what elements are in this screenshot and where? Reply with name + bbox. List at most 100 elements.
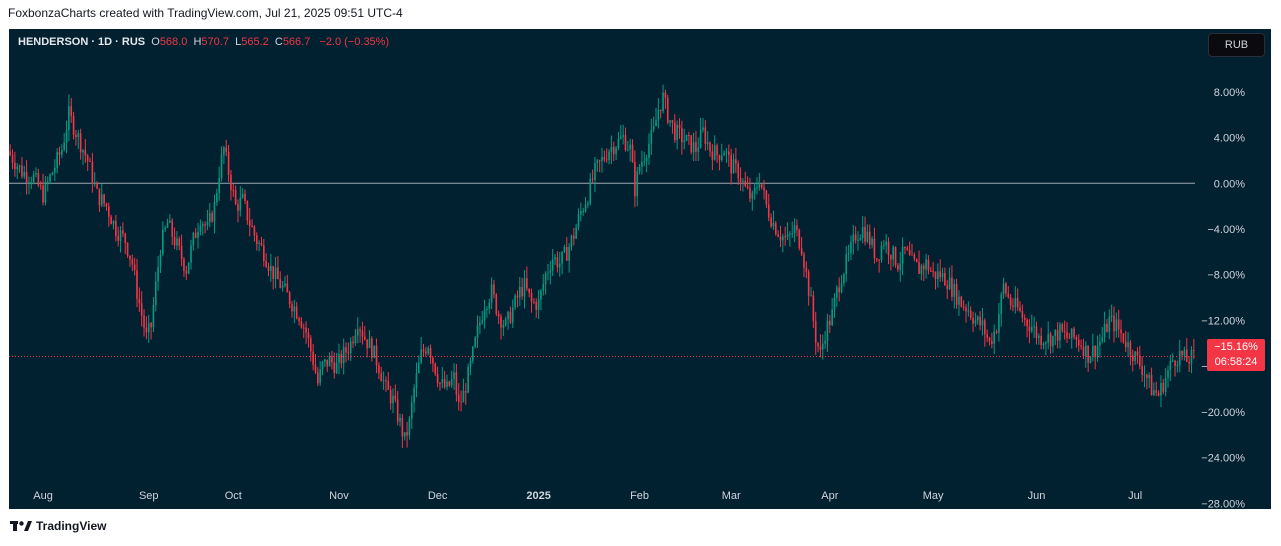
candle-body (340, 353, 343, 364)
price-chart[interactable]: 12.00%8.00%4.00%0.00%−4.00%−8.00%−12.00%… (9, 29, 1271, 509)
candle (70, 98, 73, 123)
candle (655, 107, 657, 127)
candle (1101, 326, 1104, 344)
candle-body (427, 347, 430, 354)
candle (368, 330, 371, 349)
candle-body (39, 185, 42, 187)
candle-body (1120, 329, 1122, 334)
candle (68, 94, 70, 142)
candle-body (962, 306, 965, 308)
candle-body (21, 165, 23, 177)
candle-body (230, 174, 232, 191)
candle-body (462, 390, 465, 403)
candle (676, 120, 678, 150)
candle-body (563, 246, 566, 252)
candle (840, 275, 843, 294)
candle (725, 148, 728, 163)
chart-frame[interactable]: 12.00%8.00%4.00%0.00%−4.00%−8.00%−12.00%… (9, 29, 1271, 509)
candle-body (854, 234, 857, 241)
candle (91, 152, 94, 193)
candle-body (382, 380, 385, 382)
candle (622, 124, 624, 145)
candle (650, 118, 653, 155)
candle-body (305, 327, 307, 333)
x-tick-label: Mar (722, 490, 741, 502)
candle-body (481, 320, 484, 323)
candle-body (122, 230, 124, 234)
candle-body (448, 381, 451, 386)
candle (1054, 329, 1057, 346)
y-tick-label: −24.00% (1201, 453, 1245, 465)
legend-symbol[interactable]: HENDERSON · 1D · RUS (18, 36, 146, 48)
candle (469, 357, 472, 376)
candle-body (1092, 345, 1094, 358)
candle-body (641, 161, 643, 167)
candle (314, 354, 317, 374)
candle (572, 227, 575, 246)
candle-body (953, 284, 956, 297)
candle (897, 262, 899, 273)
candle-body (760, 184, 763, 188)
candle-body (1028, 326, 1031, 332)
candle-body (474, 337, 477, 348)
candle-body (378, 365, 380, 374)
candle (1094, 345, 1097, 370)
candle (692, 132, 695, 162)
candle-body (866, 231, 869, 242)
candle (434, 362, 437, 376)
candle-body (56, 152, 58, 168)
candle-body (526, 278, 528, 289)
candle-body (1005, 283, 1007, 294)
candle-body (211, 213, 213, 222)
candle (1141, 356, 1143, 382)
candle (342, 338, 345, 375)
candle-body (746, 186, 749, 188)
candle-body (185, 270, 188, 274)
candle (1033, 316, 1035, 339)
candle (568, 243, 570, 273)
candle-body (556, 257, 559, 268)
candle (988, 336, 991, 346)
candle (309, 335, 312, 362)
candle-body (312, 351, 314, 365)
candle-body (1185, 349, 1188, 362)
candle (140, 291, 143, 327)
candle (204, 221, 206, 234)
candle (178, 236, 181, 251)
candle (878, 259, 880, 273)
candle (84, 139, 87, 163)
candle-body (328, 356, 331, 367)
candle (497, 310, 500, 325)
candle (192, 231, 195, 251)
candle-body (408, 418, 411, 436)
candle (56, 148, 58, 174)
candle (138, 287, 141, 312)
candle-body (227, 151, 230, 175)
legend-low-value: 565.2 (241, 36, 269, 48)
candle-body (681, 128, 683, 143)
candle-body (899, 263, 902, 270)
footer-brand[interactable]: TradingView (10, 519, 106, 533)
candle (735, 147, 737, 173)
candle (1122, 333, 1125, 344)
currency-button[interactable]: RUB (1208, 33, 1265, 57)
candle-body (1124, 341, 1127, 348)
legend-change: −2.0 (−0.35%) (319, 36, 390, 48)
y-tick-label: −28.00% (1201, 498, 1245, 509)
candle-body (359, 329, 361, 331)
candle-body (286, 283, 289, 293)
x-tick-label: Nov (329, 490, 349, 502)
candle-body (878, 259, 880, 261)
candle-body (1146, 374, 1148, 378)
candle (554, 254, 556, 265)
candle (1171, 353, 1174, 363)
candle-body (403, 432, 406, 437)
candle-body (946, 285, 949, 290)
candle (241, 188, 244, 199)
candle-body (591, 178, 594, 180)
candle-body (32, 174, 35, 183)
candle (1038, 333, 1040, 345)
candle (443, 371, 446, 389)
candle (162, 221, 164, 257)
candle-body (1094, 345, 1097, 358)
